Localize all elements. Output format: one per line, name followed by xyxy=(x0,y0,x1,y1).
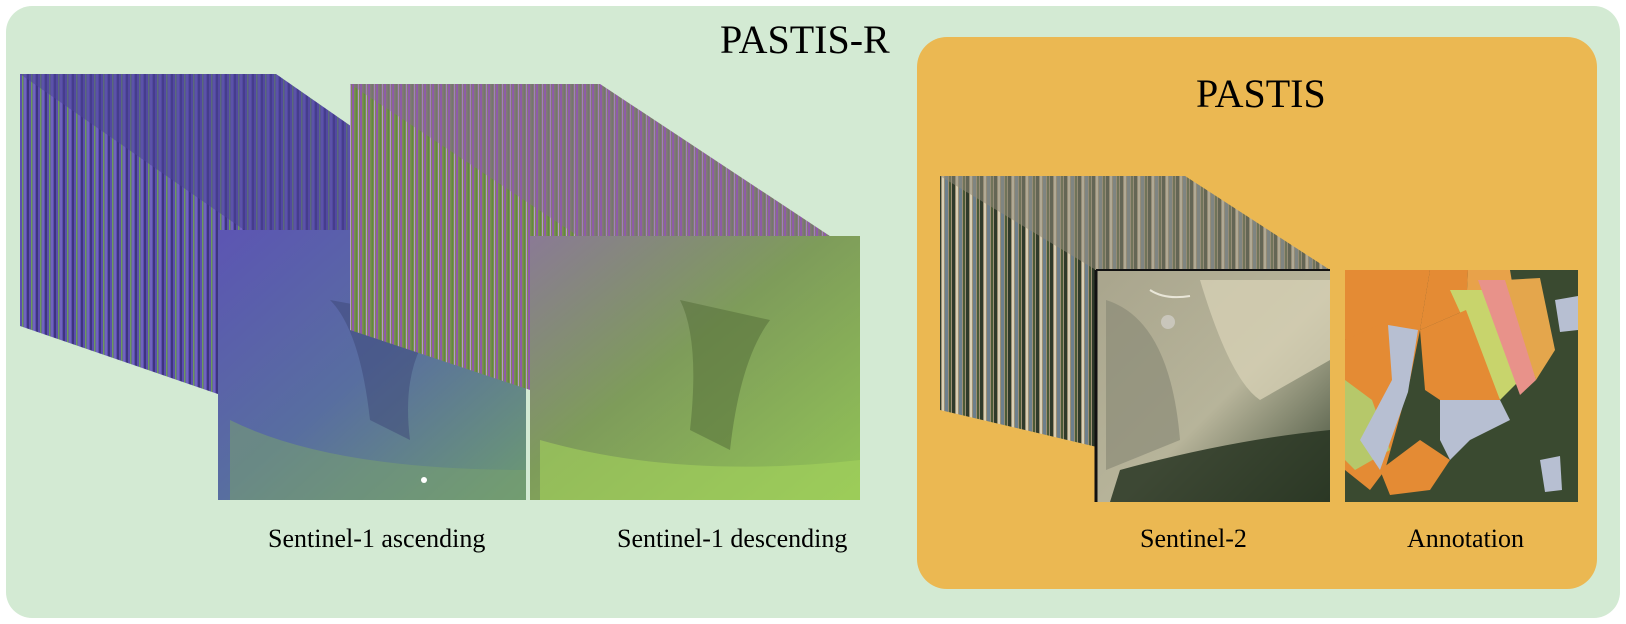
caption-s1-descending: Sentinel-1 descending xyxy=(617,524,848,553)
caption-s1-ascending: Sentinel-1 ascending xyxy=(268,524,486,553)
pastis-title: PASTIS xyxy=(1196,71,1326,116)
s1-descending-cube xyxy=(350,84,860,500)
caption-s2: Sentinel-2 xyxy=(1140,524,1247,553)
pastis-r-title: PASTIS-R xyxy=(720,17,890,62)
s2-cube xyxy=(940,176,1330,502)
caption-annotation: Annotation xyxy=(1407,524,1524,553)
annotation-map xyxy=(1345,270,1578,502)
